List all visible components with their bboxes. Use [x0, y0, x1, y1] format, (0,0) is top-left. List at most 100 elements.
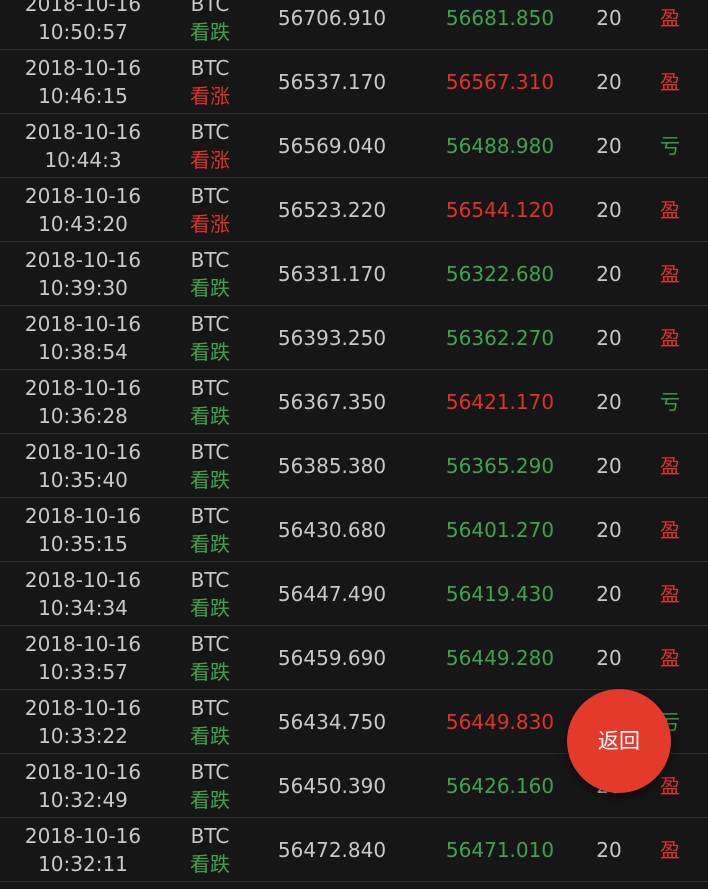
open-price: 56434.750 [277, 710, 387, 734]
close-price: 56365.290 [445, 454, 555, 478]
profit-loss-badge: 亏 [660, 390, 680, 414]
trade-symbol-cell: BTC 看跌 [180, 246, 240, 302]
trade-amount: 20 [596, 582, 622, 606]
profit-loss-badge: 盈 [660, 774, 680, 798]
trade-symbol: BTC [190, 0, 230, 16]
trade-direction: 看跌 [190, 404, 230, 428]
trade-date: 2018-10-16 [24, 312, 142, 336]
trade-direction: 看跌 [190, 788, 230, 812]
trade-clock: 10:32:11 [38, 852, 128, 876]
trade-symbol: BTC [190, 248, 230, 272]
table-row: 2018-10-16 10:35:40 BTC 看跌 56385.380 56365.29… [0, 434, 708, 498]
trade-date: 2018-10-16 [24, 568, 142, 592]
trade-amount: 20 [596, 134, 622, 158]
trade-date: 2018-10-16 [24, 248, 142, 272]
close-price: 56426.160 [445, 774, 555, 798]
profit-loss-badge: 盈 [660, 838, 680, 862]
close-price: 56471.010 [445, 838, 555, 862]
trade-amount: 20 [596, 198, 622, 222]
trade-symbol-cell: BTC 看跌 [180, 438, 240, 494]
trade-symbol-cell: BTC 看跌 [180, 630, 240, 686]
open-price: 56393.250 [277, 326, 387, 350]
trade-amount: 20 [596, 390, 622, 414]
trade-symbol: BTC [190, 184, 230, 208]
trade-time: 2018-10-16 10:35:15 [20, 502, 146, 558]
trade-symbol-cell: BTC 看跌 [180, 374, 240, 430]
trade-date: 2018-10-16 [24, 696, 142, 720]
open-price: 56459.690 [277, 646, 387, 670]
trade-symbol: BTC [190, 632, 230, 656]
close-price: 56567.310 [445, 70, 555, 94]
open-price: 56331.170 [277, 262, 387, 286]
trade-date: 2018-10-16 [24, 0, 142, 16]
profit-loss-badge: 亏 [660, 134, 680, 158]
trade-clock: 10:33:22 [38, 724, 128, 748]
trade-symbol: BTC [190, 312, 230, 336]
open-price: 56569.040 [277, 134, 387, 158]
trade-date: 2018-10-16 [24, 376, 142, 400]
trade-direction: 看跌 [190, 724, 230, 748]
trade-symbol-cell: BTC 看涨 [180, 182, 240, 238]
trade-clock: 10:44:3 [44, 148, 122, 172]
trade-date: 2018-10-16 [24, 440, 142, 464]
trade-amount: 20 [596, 454, 622, 478]
trade-symbol-cell: BTC 看跌 [180, 502, 240, 558]
trade-symbol: BTC [190, 760, 230, 784]
open-price: 56472.840 [277, 838, 387, 862]
trade-symbol: BTC [190, 120, 230, 144]
trade-amount: 20 [596, 838, 622, 862]
trade-amount: 20 [596, 646, 622, 670]
trade-time: 2018-10-16 10:39:30 [20, 246, 146, 302]
close-price: 56322.680 [445, 262, 555, 286]
trade-amount: 20 [596, 6, 622, 30]
trade-symbol: BTC [190, 440, 230, 464]
table-row: 2018-10-16 10:33:57 BTC 看跌 56459.690 56449.28… [0, 626, 708, 690]
open-price: 56706.910 [277, 6, 387, 30]
close-price: 56421.170 [445, 390, 555, 414]
trade-clock: 10:35:40 [38, 468, 128, 492]
back-button[interactable]: 返回 [567, 689, 671, 793]
trade-symbol: BTC [190, 696, 230, 720]
trade-symbol-cell: BTC 看跌 [180, 0, 240, 46]
open-price: 56450.390 [277, 774, 387, 798]
trade-time: 2018-10-16 10:35:40 [20, 438, 146, 494]
table-row: 2018-10-16 10:43:20 BTC 看涨 56523.220 56544.12… [0, 178, 708, 242]
trade-time: 2018-10-16 10:38:54 [20, 310, 146, 366]
trade-clock: 10:50:57 [38, 20, 128, 44]
trade-date: 2018-10-16 [24, 760, 142, 784]
trade-direction: 看跌 [190, 660, 230, 684]
trade-symbol-cell: BTC 看涨 [180, 54, 240, 110]
trade-clock: 10:38:54 [38, 340, 128, 364]
trade-clock: 10:39:30 [38, 276, 128, 300]
open-price: 56447.490 [277, 582, 387, 606]
profit-loss-badge: 盈 [660, 326, 680, 350]
table-row: 2018-10-16 10:34:34 BTC 看跌 56447.490 56419.43… [0, 562, 708, 626]
trade-symbol-cell: BTC 看跌 [180, 310, 240, 366]
trade-date: 2018-10-16 [24, 184, 142, 208]
trade-symbol-cell: BTC 看跌 [180, 822, 240, 878]
trade-clock: 10:36:28 [38, 404, 128, 428]
trade-direction: 看跌 [190, 852, 230, 876]
trade-clock: 10:32:49 [38, 788, 128, 812]
trade-amount: 20 [596, 518, 622, 542]
trade-time: 2018-10-16 10:36:28 [20, 374, 146, 430]
trade-direction: 看跌 [190, 468, 230, 492]
trade-time: 2018-10-16 10:34:34 [20, 566, 146, 622]
profit-loss-badge: 盈 [660, 646, 680, 670]
profit-loss-badge: 盈 [660, 582, 680, 606]
trade-time: 2018-10-16 10:33:22 [20, 694, 146, 750]
trade-symbol: BTC [190, 56, 230, 80]
open-price: 56537.170 [277, 70, 387, 94]
trade-symbol: BTC [190, 376, 230, 400]
trade-time: 2018-10-16 10:32:49 [20, 758, 146, 814]
close-price: 56419.430 [445, 582, 555, 606]
table-row: 2018-10-16 10:35:15 BTC 看跌 56430.680 56401.27… [0, 498, 708, 562]
profit-loss-badge: 盈 [660, 454, 680, 478]
table-row: 2018-10-16 10:44:3 BTC 看涨 56569.040 56488.980… [0, 114, 708, 178]
trade-symbol-cell: BTC 看跌 [180, 566, 240, 622]
trade-symbol-cell: BTC 看跌 [180, 694, 240, 750]
table-row: 2018-10-16 10:39:30 BTC 看跌 56331.170 56322.68… [0, 242, 708, 306]
trade-time: 2018-10-16 10:43:20 [20, 182, 146, 238]
trade-date: 2018-10-16 [24, 504, 142, 528]
